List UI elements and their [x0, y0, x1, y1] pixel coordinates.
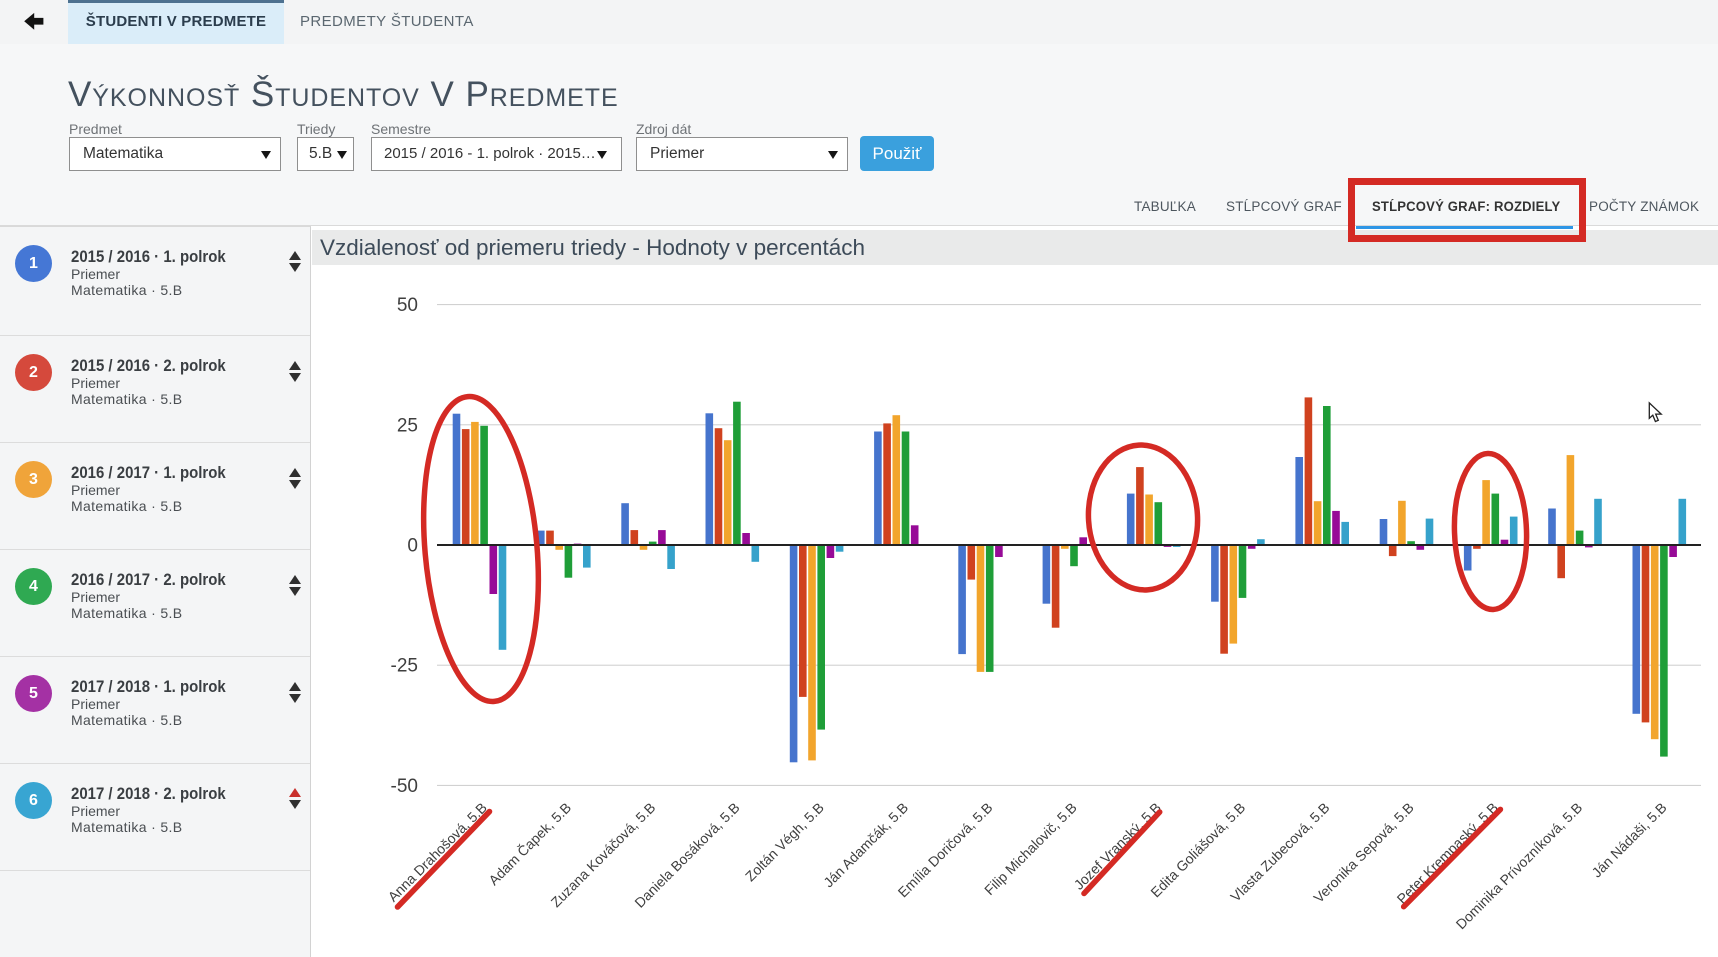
- svg-text:Filip Michalovič, 5.B: Filip Michalovič, 5.B: [981, 799, 1080, 898]
- svg-text:Edita Goliášová, 5.B: Edita Goliášová, 5.B: [1147, 799, 1248, 900]
- svg-text:Adam Čapek, 5.B: Adam Čapek, 5.B: [485, 799, 574, 888]
- svg-text:-50: -50: [391, 776, 418, 797]
- svg-text:Jozef Vranský, 5.B: Jozef Vranský, 5.B: [1071, 799, 1164, 892]
- svg-text:0: 0: [407, 536, 418, 557]
- svg-text:50: 50: [397, 295, 418, 316]
- svg-text:Zoltán Végh, 5.B: Zoltán Végh, 5.B: [742, 799, 827, 884]
- svg-text:Anna Drahošová, 5.B: Anna Drahošová, 5.B: [385, 799, 490, 904]
- svg-text:Ján Nádaši, 5.B: Ján Nádaši, 5.B: [1588, 799, 1669, 880]
- svg-text:25: 25: [397, 415, 418, 436]
- svg-text:-25: -25: [391, 656, 418, 677]
- svg-text:Emília Doričová, 5.B: Emília Doričová, 5.B: [895, 799, 996, 900]
- svg-text:Ján Adamčák, 5.B: Ján Adamčák, 5.B: [820, 799, 911, 890]
